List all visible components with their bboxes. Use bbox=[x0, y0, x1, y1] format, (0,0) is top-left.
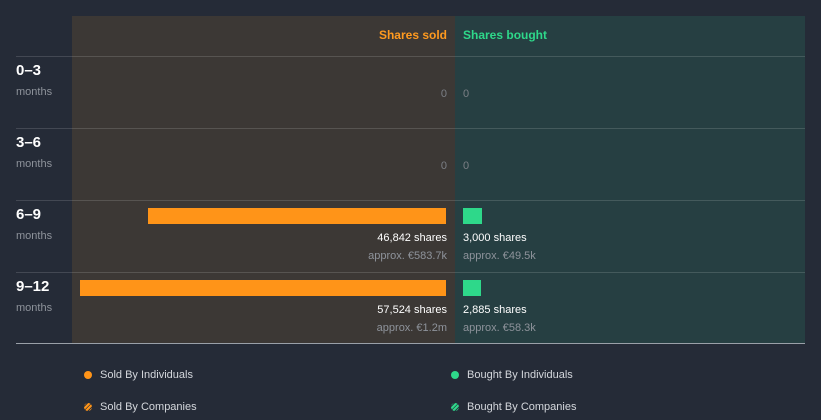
row-label-0-3: 0–3 months bbox=[16, 62, 52, 98]
sold-approx: approx. €583.7k bbox=[368, 250, 447, 262]
sold-shares: 57,524 shares bbox=[377, 304, 447, 316]
row-range: 9–12 bbox=[16, 278, 50, 295]
sold-shares: 46,842 shares bbox=[377, 232, 447, 244]
sold-value: 0 bbox=[440, 160, 447, 172]
legend-bought-individuals[interactable]: Bought By Individuals bbox=[451, 369, 573, 381]
legend-sold-companies[interactable]: Sold By Companies bbox=[84, 401, 197, 413]
bought-bar[interactable] bbox=[463, 208, 482, 224]
sold-approx: approx. €1.2m bbox=[376, 322, 447, 334]
legend-label: Bought By Companies bbox=[467, 401, 577, 413]
bought-value: 0 bbox=[463, 160, 470, 172]
row-label-6-9: 6–9 months bbox=[16, 206, 52, 242]
shares-sold-header: Shares sold bbox=[378, 28, 447, 42]
legend-sold-individuals[interactable]: Sold By Individuals bbox=[84, 369, 193, 381]
chart-baseline bbox=[16, 343, 805, 344]
bought-bar[interactable] bbox=[463, 280, 481, 296]
row-divider bbox=[16, 56, 805, 57]
row-divider bbox=[16, 272, 805, 273]
legend-label: Bought By Individuals bbox=[467, 369, 573, 381]
shares-bought-panel bbox=[455, 16, 805, 343]
row-range: 0–3 bbox=[16, 62, 42, 79]
row-unit: months bbox=[16, 86, 53, 98]
row-label-3-6: 3–6 months bbox=[16, 134, 52, 170]
sold-bar[interactable] bbox=[148, 208, 446, 224]
bought-approx: approx. €49.5k bbox=[463, 250, 536, 262]
row-unit: months bbox=[16, 230, 53, 242]
bought-shares: 3,000 shares bbox=[463, 232, 527, 244]
bought-value: 0 bbox=[463, 88, 470, 100]
row-label-9-12: 9–12 months bbox=[16, 278, 52, 314]
bought-shares: 2,885 shares bbox=[463, 304, 527, 316]
orange-dot-icon bbox=[84, 371, 92, 379]
legend-label: Sold By Companies bbox=[100, 401, 197, 413]
green-dot-icon bbox=[451, 371, 459, 379]
sold-value: 0 bbox=[440, 88, 447, 100]
shares-bought-header: Shares bought bbox=[463, 28, 548, 42]
green-hatched-dot-icon bbox=[451, 403, 459, 411]
row-unit: months bbox=[16, 302, 53, 314]
orange-hatched-dot-icon bbox=[84, 403, 92, 411]
row-range: 3–6 bbox=[16, 134, 42, 151]
sold-bar[interactable] bbox=[80, 280, 446, 296]
bought-approx: approx. €58.3k bbox=[463, 322, 536, 334]
row-divider bbox=[16, 200, 805, 201]
legend-label: Sold By Individuals bbox=[100, 369, 193, 381]
legend-bought-companies[interactable]: Bought By Companies bbox=[451, 401, 576, 413]
row-range: 6–9 bbox=[16, 206, 42, 223]
row-divider bbox=[16, 128, 805, 129]
row-unit: months bbox=[16, 158, 53, 170]
